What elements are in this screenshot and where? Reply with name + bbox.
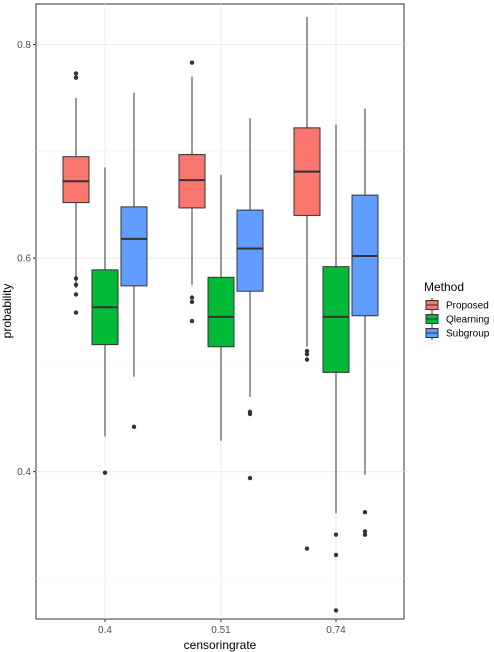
y-axis-ticks: 0.4 0.6 0.8 bbox=[17, 40, 36, 478]
legend-label-proposed: Proposed bbox=[446, 301, 489, 312]
x-tick-label: 0.74 bbox=[326, 625, 346, 636]
box-proposed-0.51 bbox=[178, 60, 206, 324]
x-axis-ticks: 0.4 0.51 0.74 bbox=[98, 619, 346, 636]
outlier-point bbox=[102, 470, 108, 475]
outlier-point bbox=[247, 411, 253, 417]
box-body bbox=[178, 154, 206, 209]
legend-key-subgroup bbox=[425, 326, 439, 340]
x-tick-label: 0.4 bbox=[98, 625, 112, 636]
outlier-point bbox=[333, 552, 339, 558]
box-qlearning-0.51 bbox=[207, 174, 235, 441]
legend: Method Proposed Qlearning Subgroup bbox=[424, 280, 490, 340]
box-body bbox=[322, 266, 350, 373]
box-qlearning-0.4 bbox=[91, 167, 119, 475]
box-subgroup-0.74 bbox=[351, 108, 379, 537]
y-axis-title: probability bbox=[0, 284, 14, 339]
y-tick-label: 0.4 bbox=[17, 467, 31, 478]
outlier-point bbox=[73, 276, 79, 281]
outlier-point bbox=[131, 424, 137, 430]
box-body bbox=[207, 276, 235, 348]
outlier-point bbox=[304, 348, 310, 354]
y-tick-label: 0.6 bbox=[17, 254, 31, 265]
legend-label-subgroup: Subgroup bbox=[446, 329, 490, 340]
outlier-point bbox=[73, 71, 79, 76]
outlier-point bbox=[362, 510, 368, 515]
outlier-point bbox=[189, 299, 195, 305]
box-qlearning-0.74 bbox=[322, 124, 350, 613]
y-tick-label: 0.8 bbox=[17, 40, 31, 51]
box-body bbox=[62, 156, 90, 204]
box-subgroup-0.4 bbox=[120, 92, 148, 430]
box-body bbox=[120, 206, 148, 287]
outlier-point bbox=[73, 282, 79, 288]
outlier-point bbox=[189, 295, 195, 300]
outlier-point bbox=[73, 292, 79, 297]
x-tick-label: 0.51 bbox=[211, 625, 231, 636]
box-subgroup-0.51 bbox=[236, 118, 264, 481]
outlier-point bbox=[247, 475, 253, 481]
outlier-point bbox=[304, 352, 310, 357]
outlier-point bbox=[73, 75, 79, 80]
legend-title: Method bbox=[424, 280, 464, 294]
x-axis-title: censoringrate bbox=[184, 638, 257, 652]
box-proposed-0.4 bbox=[62, 71, 90, 315]
outlier-point bbox=[189, 60, 195, 65]
outlier-point bbox=[73, 310, 79, 315]
outlier-point bbox=[333, 532, 339, 537]
legend-label-qlearning: Qlearning bbox=[446, 315, 489, 326]
outlier-point bbox=[304, 546, 310, 551]
legend-key-proposed bbox=[425, 298, 439, 312]
box-body bbox=[236, 209, 264, 292]
legend-key-qlearning bbox=[425, 312, 439, 326]
outlier-point bbox=[333, 608, 339, 613]
box-proposed-0.74 bbox=[293, 16, 321, 551]
outlier-point bbox=[189, 318, 195, 324]
outlier-point bbox=[362, 532, 368, 537]
boxes bbox=[62, 16, 379, 613]
outlier-point bbox=[304, 357, 310, 362]
outlier-point bbox=[362, 529, 368, 534]
